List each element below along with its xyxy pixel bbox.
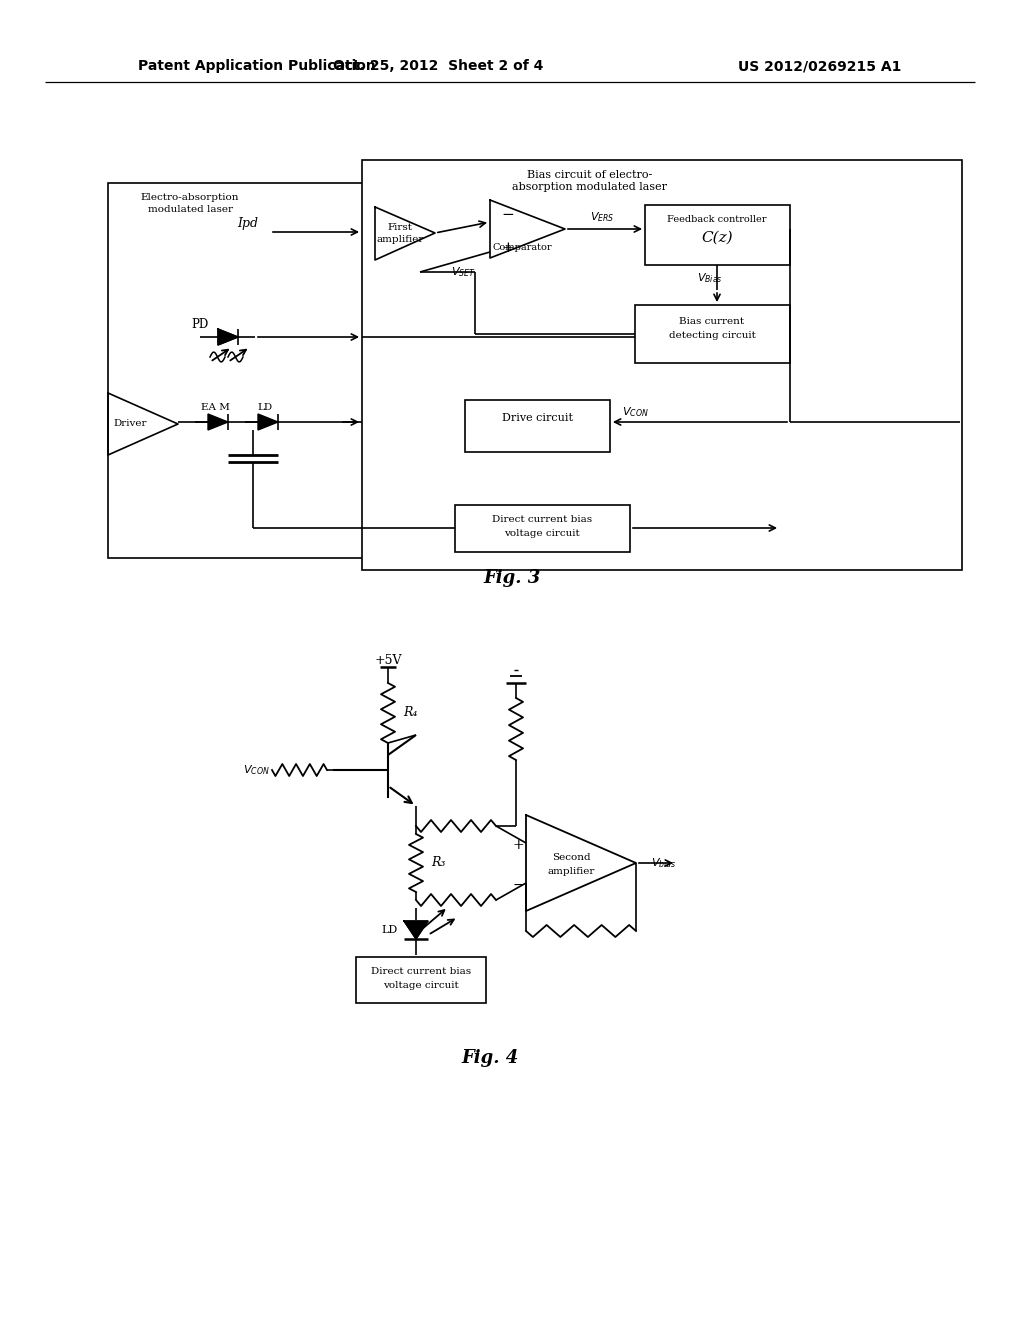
- Text: amplifier: amplifier: [376, 235, 424, 244]
- Text: amplifier: amplifier: [547, 866, 595, 875]
- Text: +: +: [512, 838, 524, 851]
- Text: $V_{bias}$: $V_{bias}$: [651, 857, 677, 870]
- Text: detecting circuit: detecting circuit: [669, 330, 756, 339]
- Text: Patent Application Publication: Patent Application Publication: [138, 59, 376, 73]
- Bar: [362, 160, 962, 570]
- Text: $V_{CON}$: $V_{CON}$: [622, 405, 649, 418]
- Text: $V_{CON}$: $V_{CON}$: [244, 763, 270, 777]
- Text: Direct current bias: Direct current bias: [371, 966, 471, 975]
- Text: voltage circuit: voltage circuit: [504, 529, 580, 539]
- Text: R₃: R₃: [431, 857, 445, 870]
- Bar: [455, 506, 630, 552]
- Text: $V_{SET}$: $V_{SET}$: [452, 265, 476, 279]
- Text: $V_{Bias}$: $V_{Bias}$: [697, 271, 723, 285]
- Text: Comparator: Comparator: [493, 243, 552, 252]
- Text: Bias current: Bias current: [680, 317, 744, 326]
- Text: −: −: [502, 209, 514, 222]
- Bar: [645, 205, 790, 265]
- Text: Second: Second: [552, 853, 590, 862]
- Bar: [108, 183, 362, 558]
- Text: Bias circuit of electro-: Bias circuit of electro-: [527, 170, 652, 180]
- Polygon shape: [404, 921, 428, 939]
- Text: Driver: Driver: [114, 420, 146, 429]
- Text: $V_{ERS}$: $V_{ERS}$: [590, 210, 614, 224]
- Text: R₄: R₄: [403, 706, 418, 719]
- Text: +5V: +5V: [374, 653, 401, 667]
- Text: C(z): C(z): [701, 231, 733, 246]
- Polygon shape: [208, 414, 228, 430]
- Bar: [465, 400, 610, 451]
- Text: Fig. 4: Fig. 4: [462, 1049, 518, 1067]
- Text: LD: LD: [257, 404, 272, 412]
- Text: Ipd: Ipd: [238, 218, 258, 231]
- Polygon shape: [218, 329, 238, 345]
- Text: voltage circuit: voltage circuit: [383, 981, 459, 990]
- Text: LD: LD: [382, 925, 398, 935]
- Text: Drive circuit: Drive circuit: [502, 413, 572, 422]
- Text: US 2012/0269215 A1: US 2012/0269215 A1: [738, 59, 902, 73]
- Text: Fig. 3: Fig. 3: [483, 569, 541, 587]
- Text: absorption modulated laser: absorption modulated laser: [512, 182, 668, 191]
- Text: EA M: EA M: [201, 404, 229, 412]
- Text: +: +: [502, 242, 514, 255]
- Text: −: −: [512, 878, 524, 892]
- Polygon shape: [258, 414, 278, 430]
- Text: Feedback controller: Feedback controller: [668, 215, 767, 224]
- Text: First: First: [387, 223, 413, 232]
- Bar: [635, 305, 790, 363]
- Text: PD: PD: [191, 318, 209, 331]
- Text: Direct current bias: Direct current bias: [492, 516, 592, 524]
- Text: Oct. 25, 2012  Sheet 2 of 4: Oct. 25, 2012 Sheet 2 of 4: [333, 59, 543, 73]
- Text: modulated laser: modulated laser: [147, 206, 232, 214]
- Bar: [356, 957, 486, 1003]
- Text: Electro-absorption: Electro-absorption: [140, 194, 240, 202]
